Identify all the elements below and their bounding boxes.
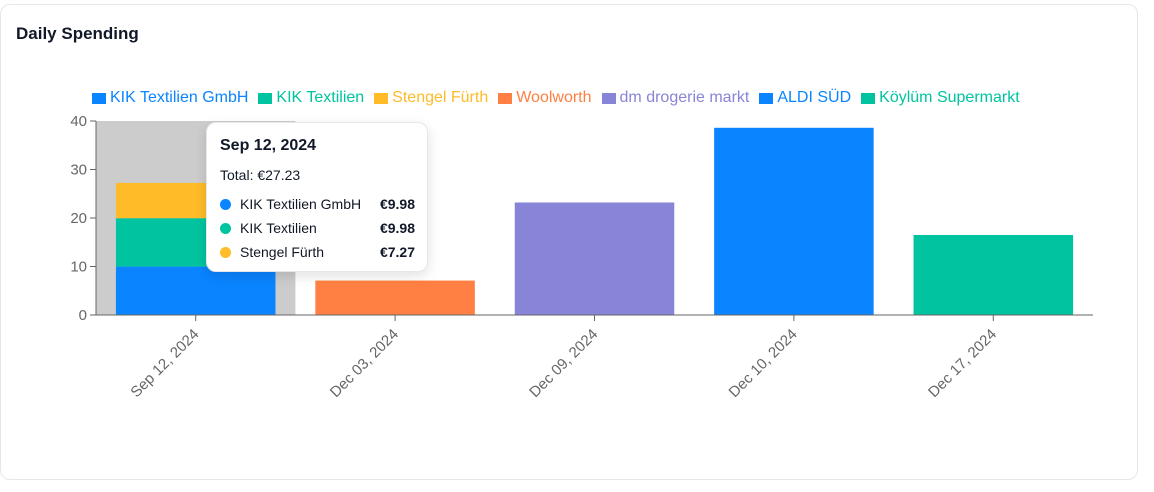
card-title: Daily Spending [16, 24, 139, 43]
legend-label: dm drogerie markt [619, 89, 750, 106]
tooltip-row-value: €9.98 [379, 196, 415, 212]
tooltip-row-name: KIK Textilien GmbH [240, 196, 362, 212]
legend-swatch-icon [92, 92, 106, 104]
chart-tooltip: Sep 12, 2024 Total: €27.23 KIK Textilien… [206, 122, 428, 272]
tooltip-row-name: Stengel Fürth [240, 244, 325, 260]
legend-swatch-icon [258, 92, 273, 104]
tooltip-row: Stengel Fürth €7.27 [220, 240, 415, 264]
legend-item[interactable]: dm drogerie markt [601, 89, 750, 107]
x-tick-label: Dec 03, 2024 [327, 326, 402, 401]
legend-item[interactable]: Köylüm Supermarkt [861, 89, 1020, 107]
legend-label: Woolworth [516, 89, 592, 106]
x-tick-label: Sep 12, 2024 [127, 326, 202, 401]
tooltip-dot-icon [220, 246, 231, 258]
y-tick-label: 10 [70, 259, 87, 276]
x-tick-label: Dec 17, 2024 [925, 326, 1000, 401]
bar-segment[interactable] [913, 234, 1074, 315]
legend-swatch-icon [861, 92, 876, 104]
tooltip-row-name: KIK Textilien [240, 220, 317, 236]
legend-swatch-icon [601, 92, 616, 104]
tooltip-dot-icon [220, 222, 231, 234]
bar-segment[interactable] [315, 280, 475, 315]
legend-item[interactable]: Stengel Fürth [374, 89, 488, 107]
legend-swatch-icon [759, 92, 774, 104]
legend-item[interactable]: ALDI SÜD [759, 89, 851, 107]
legend-label: KIK Textilien [276, 89, 365, 106]
bar-segment[interactable] [514, 202, 675, 315]
tooltip-row-value: €9.98 [379, 220, 415, 236]
tooltip-row: KIK Textilien GmbH €9.98 [220, 192, 415, 216]
x-tick-label: Dec 09, 2024 [526, 326, 601, 401]
x-tick-label: Dec 10, 2024 [726, 326, 801, 401]
legend-swatch-icon [498, 92, 513, 104]
legend-item[interactable]: KIK Textilien [258, 89, 364, 107]
bar-segment[interactable] [115, 266, 276, 315]
y-tick-label: 20 [70, 210, 87, 227]
legend-item[interactable]: Woolworth [498, 89, 592, 107]
y-tick-label: 40 [70, 113, 87, 130]
chart-legend: KIK Textilien GmbH KIK Textilien Stengel F… [92, 88, 1020, 108]
tooltip-row: KIK Textilien €9.98 [220, 216, 415, 240]
bar-segment[interactable] [714, 127, 874, 315]
y-tick-label: 30 [70, 162, 87, 179]
legend-label: KIK Textilien GmbH [110, 89, 249, 106]
tooltip-total: Total: €27.23 [220, 167, 301, 183]
tooltip-dot-icon [220, 198, 231, 210]
legend-item[interactable]: KIK Textilien GmbH [92, 89, 248, 107]
legend-label: Köylüm Supermarkt [879, 89, 1020, 106]
legend-swatch-icon [374, 92, 389, 104]
legend-label: Stengel Fürth [392, 89, 489, 106]
tooltip-date: Sep 12, 2024 [220, 137, 317, 154]
y-tick-label: 0 [79, 307, 87, 324]
tooltip-row-value: €7.27 [379, 244, 415, 260]
legend-label: ALDI SÜD [777, 89, 852, 106]
